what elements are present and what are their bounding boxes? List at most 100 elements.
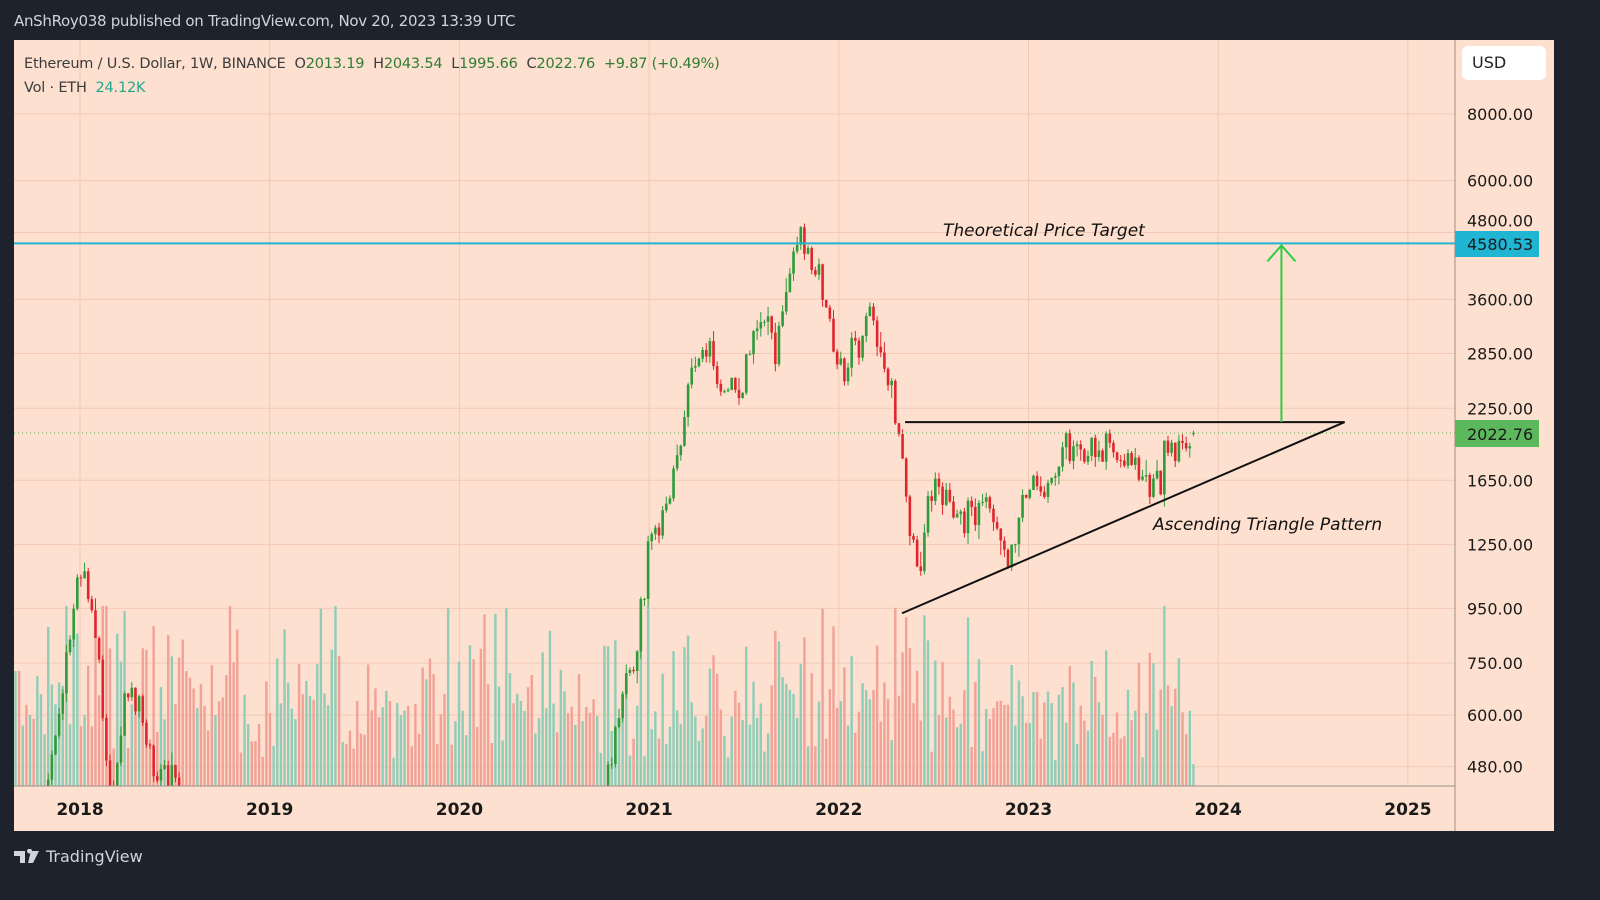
candle-body (617, 718, 621, 728)
volume-bar (1075, 743, 1079, 786)
candle (643, 597, 646, 607)
candle (944, 482, 948, 507)
candle-body (115, 762, 119, 786)
candle-body (646, 541, 650, 599)
candle (1035, 471, 1039, 491)
volume-bar (595, 715, 599, 786)
candle-body (926, 496, 930, 533)
volume-bar (715, 673, 719, 786)
volume-bar (556, 732, 559, 786)
volume-bar (1192, 764, 1195, 786)
volume-bar (21, 725, 24, 786)
volume-bar (108, 648, 112, 786)
candle (50, 750, 54, 785)
candle (952, 496, 955, 519)
candle (901, 429, 904, 460)
candle (879, 332, 883, 358)
candle (635, 650, 639, 684)
volume-bar (188, 677, 192, 786)
candle-body (1097, 450, 1101, 458)
high-value: 2043.54 (383, 56, 443, 72)
candle (763, 319, 766, 327)
candle-body (803, 227, 806, 254)
price-tick-label: 4800.00 (1467, 211, 1533, 230)
candle-body (868, 306, 872, 317)
volume-bar (926, 640, 930, 786)
tradingview-logo[interactable]: TradingView (14, 847, 143, 866)
volume-bar (1144, 713, 1148, 786)
candle-body (886, 368, 890, 386)
candle (97, 636, 101, 664)
candle-body (664, 503, 668, 511)
volume-bar (1024, 722, 1028, 786)
candle (675, 444, 679, 472)
candle-body (984, 497, 988, 502)
volume-bar (1079, 705, 1082, 786)
candle-body (679, 445, 683, 456)
volume-bar (988, 718, 992, 786)
currency-button[interactable]: USD (1462, 46, 1546, 80)
candle (54, 735, 57, 756)
volume-bar (61, 685, 64, 786)
volume-bar (654, 711, 657, 786)
candle (1039, 476, 1043, 497)
candle-body (719, 383, 723, 392)
volume-bar (930, 751, 933, 786)
candle (948, 483, 952, 504)
volume-bar (897, 695, 901, 786)
volume-bar (923, 615, 926, 786)
volume-bar (1061, 687, 1064, 786)
volume-bar (588, 712, 592, 786)
candle (1115, 451, 1119, 463)
price-axis[interactable]: 8000.00 6000.00 4800.00 3600.00 2850.00 2250.… (1467, 105, 1533, 777)
volume-bar (570, 706, 573, 786)
volume-bar (1155, 729, 1159, 786)
volume-bar (319, 608, 323, 786)
price-tick-label: 3600.00 (1467, 290, 1533, 309)
symbol-name[interactable]: Ethereum / U.S. Dollar, 1W, BINANCE (24, 56, 286, 72)
candle-body (1013, 544, 1017, 546)
volume-bar (276, 658, 279, 786)
candle-body (1119, 460, 1123, 462)
candle (163, 760, 166, 770)
candle (617, 708, 621, 729)
candle (690, 358, 694, 389)
candle (988, 495, 992, 513)
candle-body (1137, 457, 1141, 480)
candle (897, 422, 901, 437)
volume-bar (581, 721, 584, 786)
volume-bar (417, 733, 421, 786)
candle-body (766, 316, 770, 322)
time-axis[interactable]: 2018 2019 2020 2021 2022 2023 2024 2025 (56, 800, 1431, 820)
candle-body (1181, 440, 1184, 443)
volume-bar (174, 704, 177, 786)
candle (1097, 440, 1101, 462)
volume-bar (1141, 757, 1144, 786)
candle-body (832, 318, 835, 352)
candle (995, 516, 999, 531)
chart-frame[interactable] (14, 40, 1554, 831)
volume-bar (763, 751, 766, 786)
candle (1163, 440, 1166, 507)
volume-bar (217, 701, 221, 786)
volume-bar (919, 720, 922, 786)
candle-body (908, 496, 912, 536)
volume-bar (286, 682, 290, 786)
volume-bar (1006, 704, 1010, 786)
volume-bar (545, 708, 548, 786)
publisher-line: AnShRoy038 published on TradingView.com,… (14, 12, 516, 30)
volume-bar (726, 757, 730, 786)
volume-bar (1177, 658, 1181, 786)
volume-bar (690, 702, 693, 786)
candle (672, 465, 675, 502)
candle-body (97, 637, 101, 660)
volume-bar (25, 704, 28, 786)
candle-body (872, 306, 875, 321)
candle-body (737, 389, 741, 399)
volume-bar (479, 648, 483, 786)
last-price-label: 2022.76 (1455, 420, 1539, 447)
volume-bar (934, 660, 937, 786)
candle-body (955, 514, 959, 518)
candle-body (704, 350, 708, 357)
